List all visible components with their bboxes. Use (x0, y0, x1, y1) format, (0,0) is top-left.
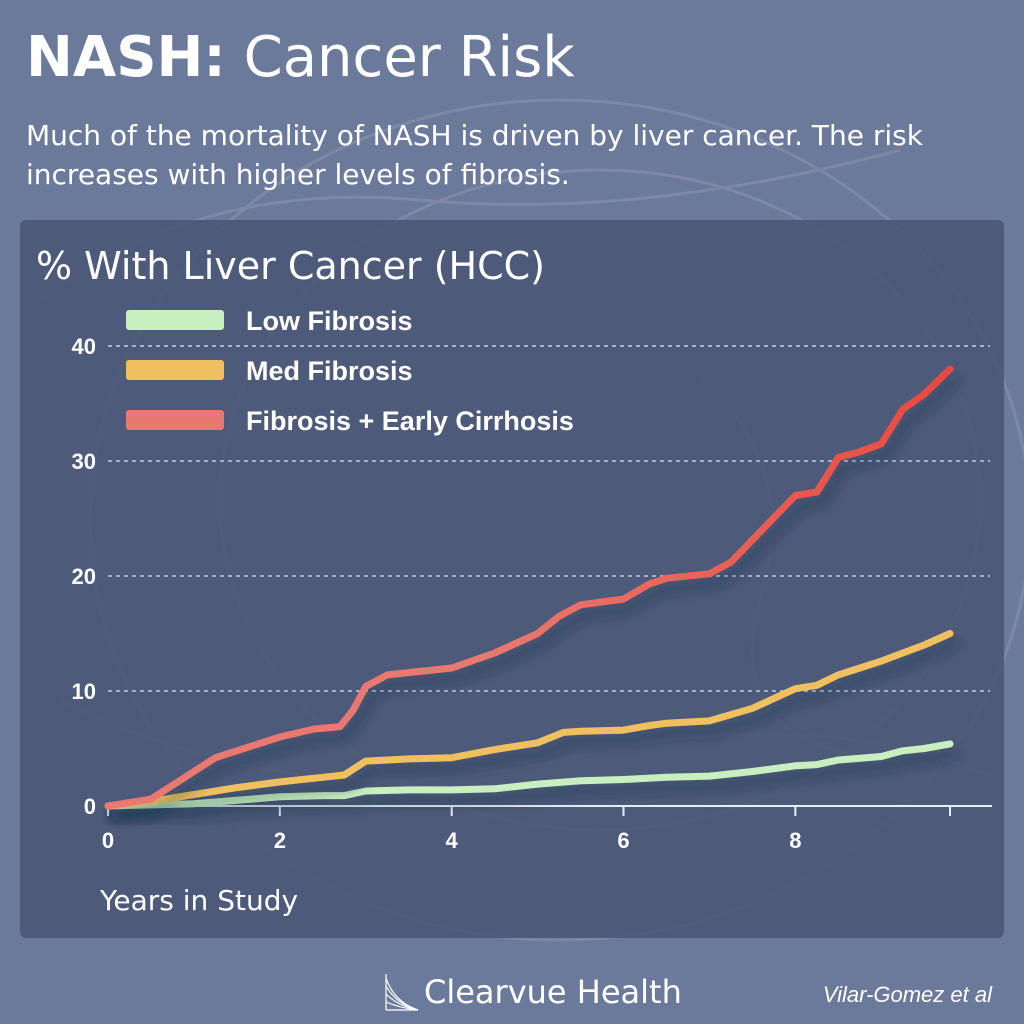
legend-label: Fibrosis + Early Cirrhosis (246, 406, 574, 436)
page-subtitle: Much of the mortality of NASH is driven … (26, 119, 923, 192)
chart-title: % With Liver Cancer (HCC) (36, 244, 546, 288)
x-tick-label: 4 (446, 828, 459, 853)
page-title: NASH: Cancer Risk (26, 25, 575, 90)
x-tick-label: 2 (274, 828, 286, 853)
x-tick-label: 0 (102, 828, 114, 853)
legend-label: Med Fibrosis (246, 356, 413, 386)
legend-label: Low Fibrosis (246, 306, 413, 336)
y-tick-label: 10 (72, 679, 96, 704)
chart-panel (20, 220, 1004, 938)
y-tick-label: 20 (72, 564, 96, 589)
brand-name: Clearvue Health (424, 973, 682, 1011)
series-line-1 (104, 740, 954, 810)
x-tick-label: 8 (789, 828, 801, 853)
brand-logo: Clearvue Health (384, 970, 682, 1014)
y-tick-label: 30 (72, 449, 96, 474)
y-tick-label: 40 (72, 334, 96, 359)
x-axis-label: Years in Study (100, 884, 299, 917)
series-line-3 (104, 365, 954, 810)
x-tick-label: 6 (617, 828, 629, 853)
y-tick-label: 0 (84, 794, 96, 819)
citation: Vilar-Gomez et al (822, 982, 992, 1007)
legend-swatch (126, 410, 224, 430)
clearvue-logo-icon (385, 974, 419, 1011)
legend-swatch (126, 310, 224, 330)
legend-swatch (126, 360, 224, 380)
series-line-2 (104, 630, 954, 810)
